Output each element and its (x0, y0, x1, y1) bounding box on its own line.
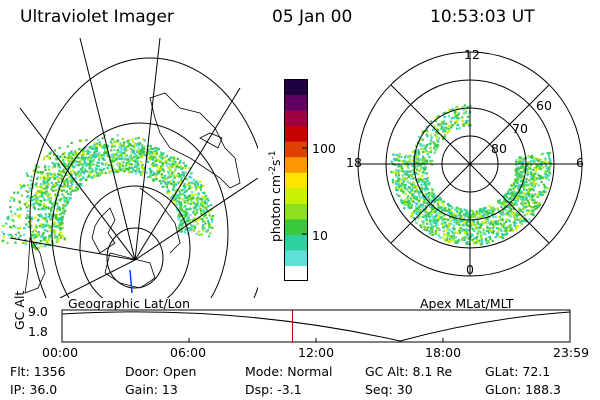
geographic-grid (9, 38, 258, 298)
intensity-colorbar (284, 79, 308, 281)
colorbar-unit-label: photon cm-2s-1 (268, 151, 283, 242)
status-mode: Mode: Normal (245, 364, 333, 379)
mlt-label-18: 18 (346, 155, 362, 170)
timeline-tick-0600: 06:00 (170, 345, 207, 360)
status-sequence: Seq: 30 (365, 382, 413, 397)
status-door: Door: Open (125, 364, 197, 379)
status-geo-lat: GLat: 72.1 (485, 364, 551, 379)
colorbar-tick-10: 10 (312, 228, 328, 243)
instrument-title: Ultraviolet Imager (20, 7, 174, 27)
orbit-altitude-timeline (61, 309, 571, 343)
colorbar-mid: s (268, 159, 284, 167)
colorbar-unit: photon cm (268, 175, 284, 242)
timeline-tick-2359: 23:59 (553, 345, 590, 360)
mlt-label-6: 6 (576, 155, 584, 170)
lat-label-80: 80 (491, 141, 507, 156)
mlt-label-12: 12 (464, 47, 480, 62)
polar-grid (357, 51, 583, 277)
timeline-tick-0000: 00:00 (42, 345, 79, 360)
status-dsp: Dsp: -3.1 (245, 382, 302, 397)
magnetic-polar-map (357, 51, 583, 277)
lat-label-70: 70 (512, 121, 528, 136)
geographic-map (1, 38, 258, 298)
observation-date: 05 Jan 00 (272, 7, 353, 27)
satellite-track (129, 269, 133, 294)
timeline-ticks (188, 338, 444, 342)
status-ip: IP: 36.0 (10, 382, 58, 397)
colorbar-exp2: -1 (268, 150, 278, 160)
status-flight: Flt: 1356 (10, 364, 66, 379)
timeline-ymax: 9.0 (28, 304, 48, 319)
status-gc-altitude: GC Alt: 8.1 Re (365, 364, 453, 379)
timeline-tick-1200: 12:00 (298, 345, 335, 360)
left-panel-label: Geographic Lat/Lon (68, 296, 190, 311)
right-panel-label: Apex MLat/MLT (420, 296, 514, 311)
timeline-axis-title: GC Alt (12, 290, 27, 330)
observation-time: 10:53:03 UT (430, 7, 535, 27)
status-gain: Gain: 13 (125, 382, 178, 397)
aurora-emission-left (1, 134, 215, 251)
altitude-curve (61, 311, 571, 342)
coastlines (24, 92, 241, 294)
status-geo-lon: GLon: 188.3 (485, 382, 561, 397)
lat-label-60: 60 (536, 98, 552, 113)
mlt-label-0: 0 (466, 262, 474, 277)
colorbar-tick-100: 100 (312, 141, 336, 156)
timeline-ymin: 1.8 (28, 324, 48, 339)
timeline-tick-1800: 18:00 (425, 345, 462, 360)
colorbar-exp1: -2 (268, 166, 278, 175)
